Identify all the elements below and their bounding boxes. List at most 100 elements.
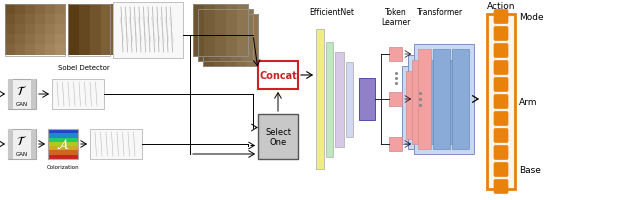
FancyBboxPatch shape — [494, 78, 508, 92]
Text: Base: Base — [519, 165, 541, 174]
Bar — [209, 10, 221, 24]
Bar — [414, 45, 474, 154]
Bar — [258, 114, 298, 159]
Bar — [316, 30, 324, 169]
Bar — [406, 72, 417, 139]
FancyBboxPatch shape — [494, 27, 508, 41]
Bar — [25, 25, 36, 36]
Bar — [48, 129, 78, 134]
FancyBboxPatch shape — [494, 112, 508, 126]
Bar — [193, 44, 205, 58]
Bar — [231, 10, 243, 24]
FancyBboxPatch shape — [494, 95, 508, 109]
Bar — [52, 80, 104, 109]
Bar — [204, 18, 216, 32]
Bar — [215, 31, 227, 45]
Bar — [79, 45, 91, 56]
Bar — [48, 151, 78, 155]
Bar — [79, 5, 91, 16]
Bar — [258, 62, 298, 90]
Bar — [45, 15, 56, 26]
Bar — [231, 23, 243, 37]
Bar — [198, 23, 210, 37]
Bar — [247, 41, 259, 55]
Bar — [8, 80, 13, 109]
Bar — [68, 15, 80, 26]
Bar — [408, 56, 464, 149]
Bar — [8, 80, 36, 109]
Bar — [209, 36, 221, 50]
Bar — [35, 45, 46, 56]
Bar — [236, 28, 248, 42]
Bar — [204, 31, 216, 45]
Bar — [35, 5, 46, 16]
Bar — [15, 35, 26, 46]
Bar — [45, 25, 56, 36]
Bar — [419, 72, 434, 139]
Bar — [402, 67, 454, 144]
Bar — [79, 35, 91, 46]
Bar — [247, 15, 259, 29]
Text: $\mathcal{T}$: $\mathcal{T}$ — [17, 85, 28, 98]
Bar — [346, 62, 353, 137]
Bar — [90, 45, 102, 56]
Text: Colorization: Colorization — [47, 164, 79, 169]
Bar — [412, 61, 424, 144]
FancyBboxPatch shape — [494, 180, 508, 194]
Text: Action: Action — [487, 2, 515, 11]
FancyBboxPatch shape — [494, 163, 508, 177]
Bar — [226, 31, 238, 45]
Bar — [15, 5, 26, 16]
Bar — [220, 36, 232, 50]
Bar — [242, 23, 254, 37]
Text: Mode: Mode — [519, 13, 543, 22]
Bar — [231, 49, 243, 63]
Bar — [25, 15, 36, 26]
Bar — [15, 15, 26, 26]
Bar — [101, 25, 113, 36]
Bar — [209, 23, 221, 37]
Bar — [335, 52, 344, 147]
Bar — [25, 35, 36, 46]
Bar — [55, 25, 66, 36]
Bar — [198, 10, 210, 24]
Bar — [68, 45, 80, 56]
Bar — [68, 35, 80, 46]
Text: Sobel Detector: Sobel Detector — [58, 65, 110, 71]
Bar — [452, 50, 468, 149]
Bar — [214, 41, 226, 55]
Bar — [15, 25, 26, 36]
Bar — [226, 44, 238, 58]
Bar — [48, 134, 78, 138]
Bar — [101, 45, 113, 56]
Bar — [55, 45, 66, 56]
Bar — [5, 5, 65, 57]
Bar — [247, 28, 259, 42]
FancyBboxPatch shape — [494, 44, 508, 58]
Bar — [5, 5, 16, 16]
Bar — [226, 5, 238, 19]
Bar — [247, 54, 259, 68]
Bar — [242, 36, 254, 50]
Bar — [242, 49, 254, 63]
Text: GAN: GAN — [16, 102, 28, 107]
Bar — [214, 15, 226, 29]
Bar — [68, 5, 80, 16]
Text: Token
Learner: Token Learner — [381, 8, 410, 27]
Bar — [48, 142, 78, 147]
FancyBboxPatch shape — [494, 146, 508, 160]
Bar — [90, 35, 102, 46]
Bar — [225, 54, 237, 68]
Bar — [31, 129, 36, 159]
Bar — [204, 44, 216, 58]
Bar — [231, 36, 243, 50]
Text: $\mathcal{T}$: $\mathcal{T}$ — [17, 135, 28, 148]
Bar — [214, 28, 226, 42]
FancyBboxPatch shape — [494, 129, 508, 143]
Bar — [237, 44, 249, 58]
Bar — [55, 35, 66, 46]
Bar — [214, 54, 226, 68]
Bar — [215, 44, 227, 58]
Bar — [236, 41, 248, 55]
Bar — [236, 54, 248, 68]
